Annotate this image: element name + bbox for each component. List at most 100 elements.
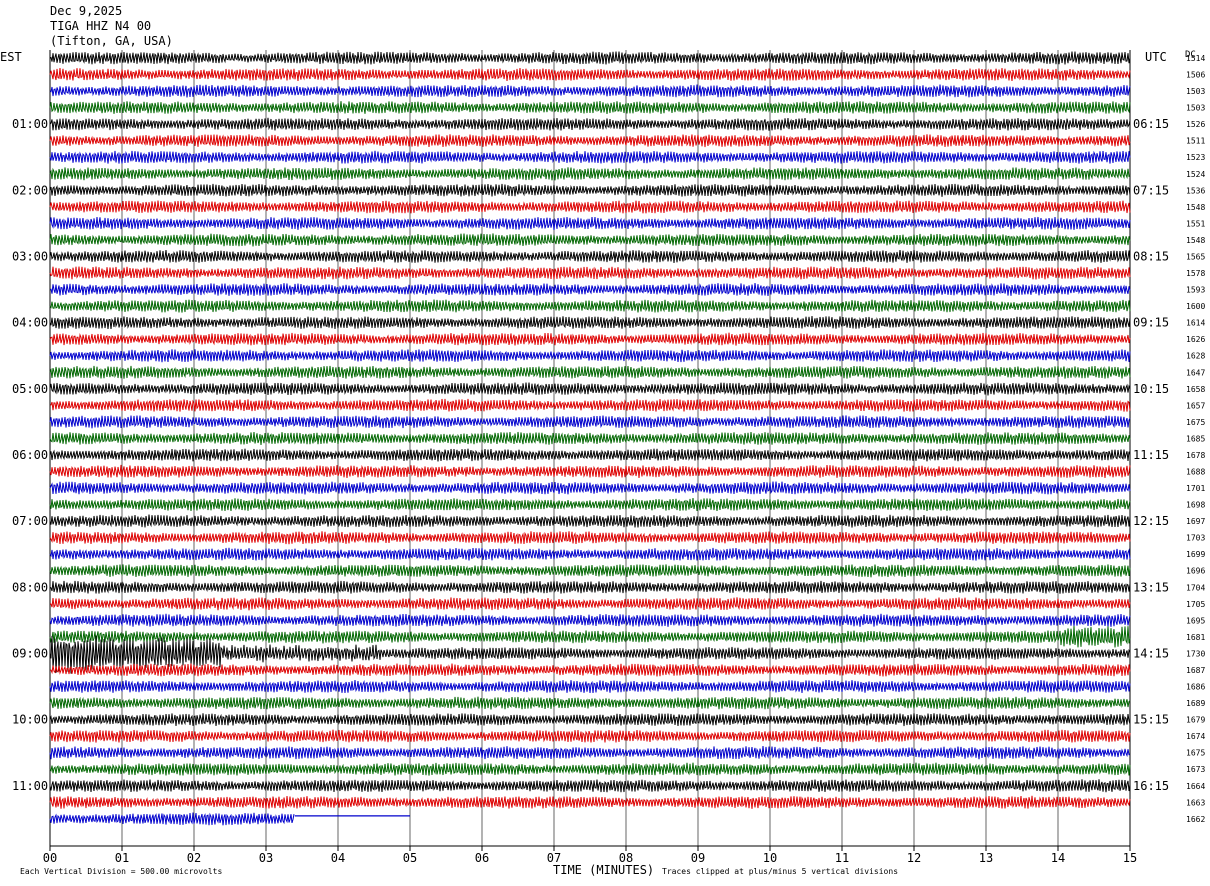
- dc-offset-label: 1658: [1186, 385, 1205, 394]
- dc-offset-label: 1514: [1186, 54, 1205, 63]
- left-zone-label: EST: [0, 50, 22, 64]
- right-hour-label: 14:15: [1133, 646, 1169, 660]
- left-hour-label: 03:00: [12, 250, 48, 264]
- x-tick-label: 01: [115, 851, 129, 865]
- trace-line: [49, 464, 1131, 479]
- dc-offset-label: 1526: [1186, 120, 1205, 129]
- trace-line: [49, 779, 1131, 793]
- left-hour-label: 02:00: [12, 183, 48, 197]
- x-tick-label: 12: [907, 851, 921, 865]
- x-tick-label: 14: [1051, 851, 1065, 865]
- trace-line: [49, 84, 1131, 98]
- dc-label: DC: [1185, 50, 1196, 60]
- left-hour-label: 11:00: [12, 779, 48, 793]
- trace-line: [49, 349, 1131, 363]
- trace-line: [49, 625, 1131, 648]
- trace-line: [49, 415, 1131, 429]
- right-hour-label: 13:15: [1133, 580, 1169, 594]
- right-hour-label: 09:15: [1133, 316, 1169, 330]
- trace-line: [49, 547, 1131, 561]
- trace-line: [49, 564, 1131, 578]
- dc-offset-label: 1662: [1186, 815, 1205, 824]
- trace-line: [49, 580, 1131, 594]
- dc-offset-label: 1686: [1186, 683, 1205, 692]
- dc-offset-label: 1705: [1186, 600, 1205, 609]
- trace-line: [49, 663, 1131, 677]
- dc-offset-label: 1503: [1186, 104, 1205, 113]
- dc-offset-label: 1626: [1186, 335, 1205, 344]
- dc-offset-label: 1687: [1186, 666, 1205, 675]
- dc-offset-label: 1703: [1186, 534, 1205, 543]
- dc-offset-label: 1548: [1186, 236, 1205, 245]
- dc-offset-label: 1664: [1186, 782, 1205, 791]
- clip-note: Traces clipped at plus/minus 5 vertical …: [662, 867, 899, 876]
- x-tick-label: 07: [547, 851, 561, 865]
- trace-line: [49, 332, 1131, 346]
- trace-line: [49, 812, 295, 826]
- right-hour-label: 11:15: [1133, 448, 1169, 462]
- dc-offset-label: 1704: [1186, 583, 1205, 592]
- dc-offset-label: 1675: [1186, 418, 1205, 427]
- dc-offset-label: 1551: [1186, 219, 1205, 228]
- trace-line: [49, 233, 1131, 247]
- right-hour-label: 16:15: [1133, 779, 1169, 793]
- trace-line: [49, 316, 1131, 330]
- right-zone-label: UTC: [1145, 50, 1167, 64]
- header-date: Dec 9,2025: [50, 4, 123, 18]
- dc-offset-label: 1701: [1186, 484, 1205, 493]
- header-station: TIGA HHZ N4 00: [50, 19, 152, 33]
- trace-line: [49, 795, 1131, 809]
- dc-offset-label: 1675: [1186, 749, 1205, 758]
- left-hour-label: 04:00: [12, 316, 48, 330]
- right-hour-label: 06:15: [1133, 117, 1169, 131]
- trace-line: [49, 481, 1131, 495]
- x-tick-label: 05: [403, 851, 417, 865]
- x-tick-label: 08: [619, 851, 633, 865]
- left-hour-label: 07:00: [12, 514, 48, 528]
- dc-offset-label: 1628: [1186, 352, 1205, 361]
- dc-offset-label: 1674: [1186, 732, 1205, 741]
- trace-line: [49, 448, 1131, 462]
- trace-line: [49, 299, 1131, 313]
- trace-line: [49, 597, 1131, 611]
- dc-offset-label: 1678: [1186, 451, 1205, 460]
- trace-line: [49, 713, 1131, 727]
- dc-offset-label: 1593: [1186, 286, 1205, 295]
- x-tick-label: 11: [835, 851, 849, 865]
- trace-line: [49, 150, 1131, 164]
- dc-offset-label: 1699: [1186, 550, 1205, 559]
- trace-line: [49, 250, 1131, 263]
- x-tick-label: 00: [43, 851, 57, 865]
- trace-line: [49, 134, 1131, 148]
- dc-offset-label: 1730: [1186, 649, 1205, 658]
- x-tick-label: 15: [1123, 851, 1137, 865]
- x-tick-label: 13: [979, 851, 993, 865]
- header-location: (Tifton, GA, USA): [50, 34, 173, 48]
- dc-offset-label: 1578: [1186, 269, 1205, 278]
- dc-offset-label: 1679: [1186, 716, 1205, 725]
- trace-line: [49, 635, 1131, 674]
- trace-line: [49, 746, 1131, 760]
- right-hour-label: 12:15: [1133, 514, 1169, 528]
- dc-offset-label: 1663: [1186, 798, 1205, 807]
- trace-line: [49, 431, 1131, 445]
- left-hour-label: 06:00: [12, 448, 48, 462]
- dc-offset-label: 1565: [1186, 253, 1205, 262]
- right-hour-label: 15:15: [1133, 713, 1169, 727]
- dc-offset-label: 1506: [1186, 71, 1205, 80]
- x-tick-label: 04: [331, 851, 345, 865]
- dc-offset-label: 1511: [1186, 137, 1205, 146]
- trace-line: [49, 51, 1131, 65]
- trace-line: [49, 382, 1131, 396]
- dc-offset-label: 1657: [1186, 401, 1205, 410]
- trace-line: [49, 216, 1131, 230]
- trace-line: [49, 498, 1131, 512]
- left-hour-label: 05:00: [12, 382, 48, 396]
- x-axis-title: TIME (MINUTES): [553, 863, 655, 877]
- trace-line: [49, 613, 1131, 627]
- trace-line: [49, 729, 1131, 743]
- dc-offset-label: 1503: [1186, 87, 1205, 96]
- trace-line: [49, 696, 1131, 710]
- dc-offset-label: 1689: [1186, 699, 1205, 708]
